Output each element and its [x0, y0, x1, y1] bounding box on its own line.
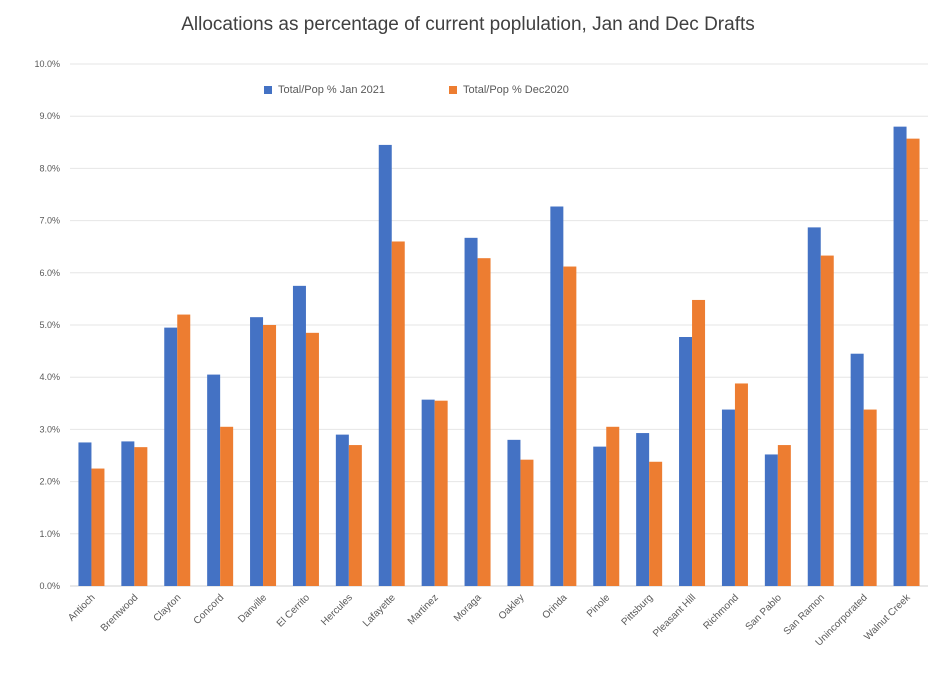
x-tick-label: Oakley [497, 592, 527, 622]
bar-jan [764, 454, 778, 586]
bar-jan [464, 237, 478, 587]
legend-item-dec: Total/Pop % Dec2020 [449, 84, 569, 96]
bar-dec [220, 426, 234, 586]
bar-dec [906, 138, 920, 586]
bar-dec [391, 241, 405, 587]
bar-dec [263, 325, 277, 586]
bar-dec [477, 258, 491, 586]
y-tick-label: 9.0% [39, 111, 60, 121]
x-tick-label: Pleasant Hill [651, 592, 698, 639]
y-tick-label: 7.0% [39, 216, 60, 226]
bar-jan [593, 446, 607, 586]
bar-dec [863, 409, 877, 586]
y-tick-label: 1.0% [39, 529, 60, 539]
bar-jan [679, 337, 693, 586]
bar-dec [348, 445, 362, 586]
x-tick-label: Brentwood [99, 592, 141, 634]
bar-dec [649, 461, 663, 586]
y-tick-label: 3.0% [39, 424, 60, 434]
bar-jan [636, 433, 650, 586]
bar-dec [91, 468, 105, 586]
x-tick-label: Concord [192, 592, 227, 627]
legend-item-jan: Total/Pop % Jan 2021 [264, 84, 385, 96]
x-tick-label: Moraga [452, 592, 484, 624]
legend-label-jan: Total/Pop % Jan 2021 [278, 84, 386, 96]
bar-jan [250, 317, 264, 586]
bar-dec [606, 426, 620, 586]
bar-dec [734, 383, 748, 586]
y-tick-label: 5.0% [39, 320, 60, 330]
legend-swatch-dec [449, 86, 458, 94]
x-tick-label: Antioch [66, 592, 97, 623]
bar-dec [520, 459, 534, 586]
legend-swatch-jan [264, 86, 272, 94]
bar-dec [777, 445, 791, 586]
bar-jan [507, 439, 521, 586]
x-tick-label: Orinda [540, 592, 569, 621]
bar-jan [807, 227, 821, 587]
bar-jan [421, 399, 435, 586]
bar-dec [434, 400, 448, 586]
legend-label-dec: Total/Pop % Dec2020 [463, 84, 569, 96]
x-tick-label: Lafayette [361, 592, 398, 629]
x-tick-label: Danville [236, 592, 269, 625]
bar-jan [850, 353, 864, 586]
bar-jan [335, 434, 349, 586]
x-tick-label: Richmond [701, 592, 741, 632]
bar-jan [78, 442, 92, 586]
x-tick-label: San Ramon [782, 592, 827, 637]
y-tick-label: 0.0% [39, 581, 60, 591]
x-tick-label: Martinez [406, 592, 441, 627]
bar-jan [207, 374, 221, 586]
bar-jan [893, 126, 907, 586]
y-tick-label: 6.0% [39, 268, 60, 278]
bar-jan [164, 327, 178, 586]
chart-title: Allocations as percentage of current pop… [181, 14, 755, 35]
x-tick-label: Hercules [319, 592, 355, 628]
x-tick-label: Pinole [585, 592, 613, 620]
x-tick-label: Walnut Creek [862, 592, 913, 643]
bar-jan [550, 206, 564, 587]
bar-jan [292, 285, 306, 586]
x-tick-label: San Pablo [744, 592, 785, 633]
bar-dec [305, 332, 319, 586]
bar-jan [378, 144, 392, 586]
bar-jan [721, 409, 735, 586]
x-tick-label: Clayton [152, 592, 184, 624]
y-tick-label: 4.0% [39, 372, 60, 382]
x-tick-label: Pittsburg [620, 592, 656, 628]
y-tick-label: 10.0% [34, 59, 60, 69]
bar-dec [177, 314, 191, 586]
y-tick-label: 2.0% [39, 477, 60, 487]
y-tick-label: 8.0% [39, 163, 60, 173]
bar-dec [692, 299, 706, 586]
bar-dec [563, 266, 577, 586]
bar-dec [134, 447, 148, 586]
chart-legend: Total/Pop % Jan 2021 Total/Pop % Dec2020 [264, 84, 569, 96]
x-tick-label: El Cerrito [275, 592, 313, 630]
bar-jan [121, 441, 135, 586]
bar-dec [820, 255, 834, 586]
